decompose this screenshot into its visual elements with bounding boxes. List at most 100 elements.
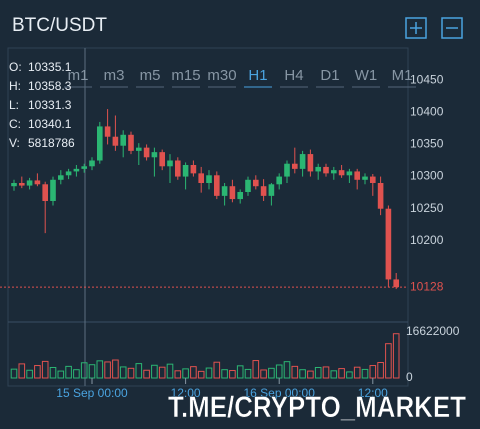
candle-body — [120, 134, 126, 146]
volume-bar — [190, 366, 197, 379]
info-label: C: — [9, 117, 21, 131]
candle-body — [73, 168, 80, 172]
candle-body — [143, 147, 150, 158]
candle-body — [112, 136, 119, 146]
x-tick-label: 15 Sep 00:00 — [56, 386, 128, 400]
volume-bar — [41, 360, 49, 379]
volume-bar — [299, 369, 306, 379]
info-value: 10335.1 — [28, 60, 72, 74]
candle-body — [393, 279, 399, 288]
candle-body — [245, 179, 251, 192]
candle-body — [97, 126, 103, 161]
candle-body — [377, 183, 384, 209]
volume-bar — [291, 365, 299, 379]
volume-bar — [166, 363, 174, 379]
volume-bar — [96, 360, 104, 379]
volume-bar — [353, 366, 361, 379]
candle-body — [136, 147, 142, 151]
volume-bar — [377, 362, 384, 379]
candle-body — [229, 186, 236, 200]
volume-bar — [244, 368, 252, 379]
timeframe-tab[interactable]: M1 — [392, 67, 413, 84]
x-tick-label: 12:00 — [358, 386, 388, 400]
volume-bar — [112, 359, 119, 379]
y-tick-label: 10200 — [410, 233, 444, 247]
chart-title: BTC/USDT — [12, 15, 107, 36]
candle-body — [292, 163, 298, 169]
candle-body — [315, 166, 321, 172]
volume-bar — [119, 366, 127, 379]
candle-body — [346, 171, 353, 176]
info-label: L: — [9, 98, 19, 112]
candle-body — [89, 160, 95, 167]
candle-body — [128, 134, 134, 151]
last-price-label: 10128 — [410, 279, 444, 293]
volume-bar — [135, 363, 143, 379]
watermark: T.ME/CRYPTO_MARKET — [168, 391, 466, 424]
timeframe-tab[interactable]: m3 — [104, 67, 125, 84]
volume-bar — [236, 365, 244, 379]
volume-bar — [283, 361, 291, 379]
volume-bar — [338, 368, 345, 379]
volume-bar — [151, 364, 158, 379]
volume-bar — [158, 366, 166, 379]
info-value: 5818786 — [28, 136, 75, 150]
volume-bar — [229, 370, 236, 379]
info-value: 10358.3 — [28, 79, 72, 93]
candle-body — [81, 166, 87, 169]
candle-body — [260, 186, 267, 196]
y-tick-label: 10350 — [410, 137, 444, 151]
volume-bar — [18, 363, 26, 379]
candle-body — [190, 165, 197, 174]
zoom-in[interactable] — [405, 17, 427, 39]
candle-body — [42, 184, 48, 201]
candle-body — [323, 166, 329, 174]
volume-bar — [197, 370, 205, 379]
candle-body — [221, 186, 228, 196]
timeframe-tab[interactable]: D1 — [320, 67, 339, 84]
info-value: 10331.3 — [28, 98, 72, 112]
candle-body — [331, 170, 337, 174]
timeframe-tab[interactable]: m1 — [68, 67, 89, 84]
candle-body — [299, 154, 306, 169]
info-value: 10340.1 — [28, 117, 72, 131]
info-label: H: — [9, 79, 21, 93]
timeframe-tab[interactable]: m30 — [207, 67, 236, 84]
volume-bar — [104, 361, 111, 379]
candle-body — [370, 176, 376, 183]
volume-bar — [205, 367, 213, 379]
candle-body — [206, 175, 212, 183]
candle-body — [198, 173, 204, 183]
candle-body — [276, 176, 282, 185]
volume-bar — [174, 370, 182, 379]
timeframe-tab[interactable]: H1 — [248, 67, 267, 84]
volume-bar — [10, 368, 18, 379]
volume-bar — [34, 365, 41, 379]
plot-frame — [7, 47, 409, 387]
candle-body — [253, 179, 259, 187]
candle-body — [338, 170, 345, 176]
x-tick-label: 12:00 — [171, 386, 201, 400]
candle-body — [151, 152, 158, 158]
candle-body — [26, 180, 33, 186]
y-tick-label: 10450 — [410, 72, 444, 86]
candle-body — [237, 192, 243, 200]
timeframe-tab[interactable]: m5 — [140, 67, 161, 84]
volume-bar — [268, 367, 275, 379]
timeframe-tab[interactable]: W1 — [355, 67, 378, 84]
volume-bar — [57, 370, 65, 379]
candle-body — [362, 176, 368, 180]
timeframe-tab[interactable]: H4 — [284, 67, 303, 84]
candle-body — [167, 160, 173, 167]
y2-tick-label: 16622000 — [406, 324, 460, 338]
zoom-out[interactable] — [441, 17, 463, 39]
candle-body — [284, 163, 290, 177]
candle-body — [19, 183, 25, 186]
volume-bar — [346, 371, 353, 379]
candle-body — [182, 165, 189, 177]
timeframe-tab[interactable]: m15 — [171, 67, 200, 84]
volume-bar — [260, 369, 267, 379]
candle-body — [307, 154, 314, 172]
